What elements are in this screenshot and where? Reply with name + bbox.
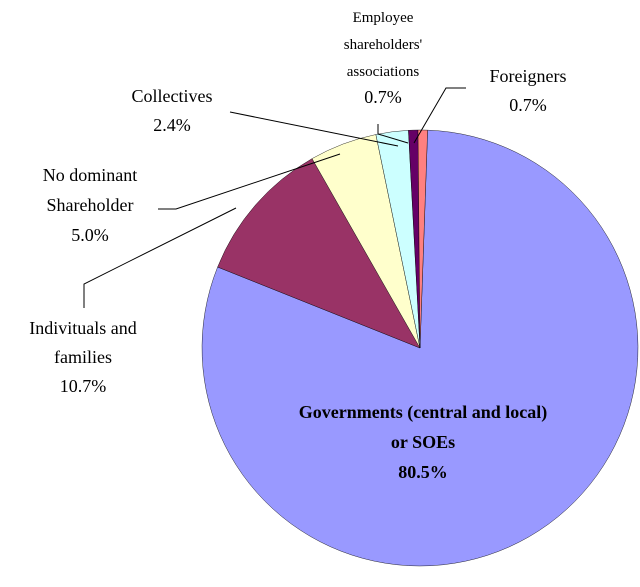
slice-labels: Governments (central and local) or SOEs 80… [29, 10, 566, 482]
pie-slice-individuals-families [217, 158, 421, 349]
data-label-foreigners: 0.7% [509, 95, 547, 115]
data-label-collectives: 2.4% [153, 115, 191, 135]
slice-label-employee-associations: shareholders' [344, 37, 423, 53]
pie-slices [201, 129, 639, 567]
data-label-no-dominant-shareholder: 5.0% [71, 225, 109, 245]
leader-line-no-dominant-shareholder [158, 153, 341, 210]
slice-label-governments: or SOEs [391, 432, 455, 452]
data-label-individuals-families: 10.7% [60, 376, 107, 396]
slice-label-collectives: Collectives [132, 86, 213, 106]
slice-label-individuals-families: Indivituals and [29, 318, 136, 338]
data-label-employee-associations: 0.7% [364, 87, 402, 107]
slice-label-employee-associations: Employee [353, 10, 414, 26]
slice-label-employee-associations: associations [347, 64, 420, 80]
slice-label-no-dominant-shareholder: No dominant [43, 165, 138, 185]
data-label-governments: 80.5% [398, 462, 448, 482]
leader-line-employee-associations [377, 124, 409, 144]
leader-lines [83, 87, 466, 308]
leader-line-foreigners [413, 87, 466, 144]
slice-label-no-dominant-shareholder: Shareholder [47, 195, 134, 215]
pie-slice-foreigners [417, 129, 428, 349]
leader-line-collectives [229, 111, 399, 147]
leader-line-individuals-families [83, 207, 237, 308]
slice-label-governments: Governments (central and local) [299, 402, 547, 423]
slice-label-foreigners: Foreigners [490, 66, 567, 86]
slice-label-individuals-families: families [54, 347, 112, 367]
